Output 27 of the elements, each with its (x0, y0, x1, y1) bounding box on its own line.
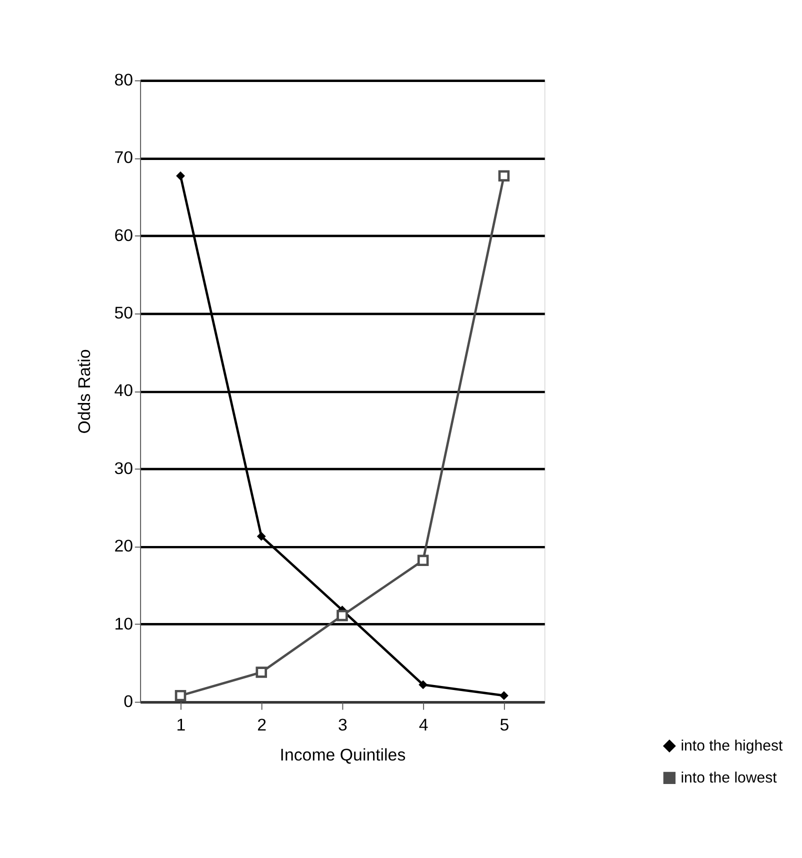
point (256, 532, 266, 541)
y-tick-label: 30 (114, 458, 134, 478)
x-tick-label: 1 (176, 715, 186, 734)
y-tick-label: 50 (114, 304, 134, 323)
point (498, 170, 510, 182)
point (417, 554, 429, 566)
y-tick-label: 10 (114, 614, 134, 634)
point (418, 680, 428, 690)
x-tick-label: 2 (257, 715, 267, 734)
x-tick-label: 5 (500, 715, 510, 734)
y-tick-label: 70 (114, 148, 134, 168)
legend-label: into the lowest (680, 770, 778, 787)
y-tick-label: 80 (114, 70, 134, 90)
point (174, 690, 186, 702)
point (336, 610, 348, 622)
legend-label: into the highest (680, 738, 784, 755)
y-tick-label: 20 (114, 536, 134, 556)
y-axis-title: Odds Ratio (74, 349, 94, 434)
y-tick-label: 40 (114, 381, 134, 400)
y-tick-label: 0 (124, 692, 134, 711)
y-tick-label: 60 (114, 226, 134, 245)
x-axis-title: Income Quintiles (280, 746, 406, 765)
x-tick-label: 4 (418, 715, 428, 734)
point (256, 666, 268, 678)
x-tick-label: 3 (338, 715, 348, 734)
point (176, 171, 185, 180)
point (499, 691, 508, 700)
